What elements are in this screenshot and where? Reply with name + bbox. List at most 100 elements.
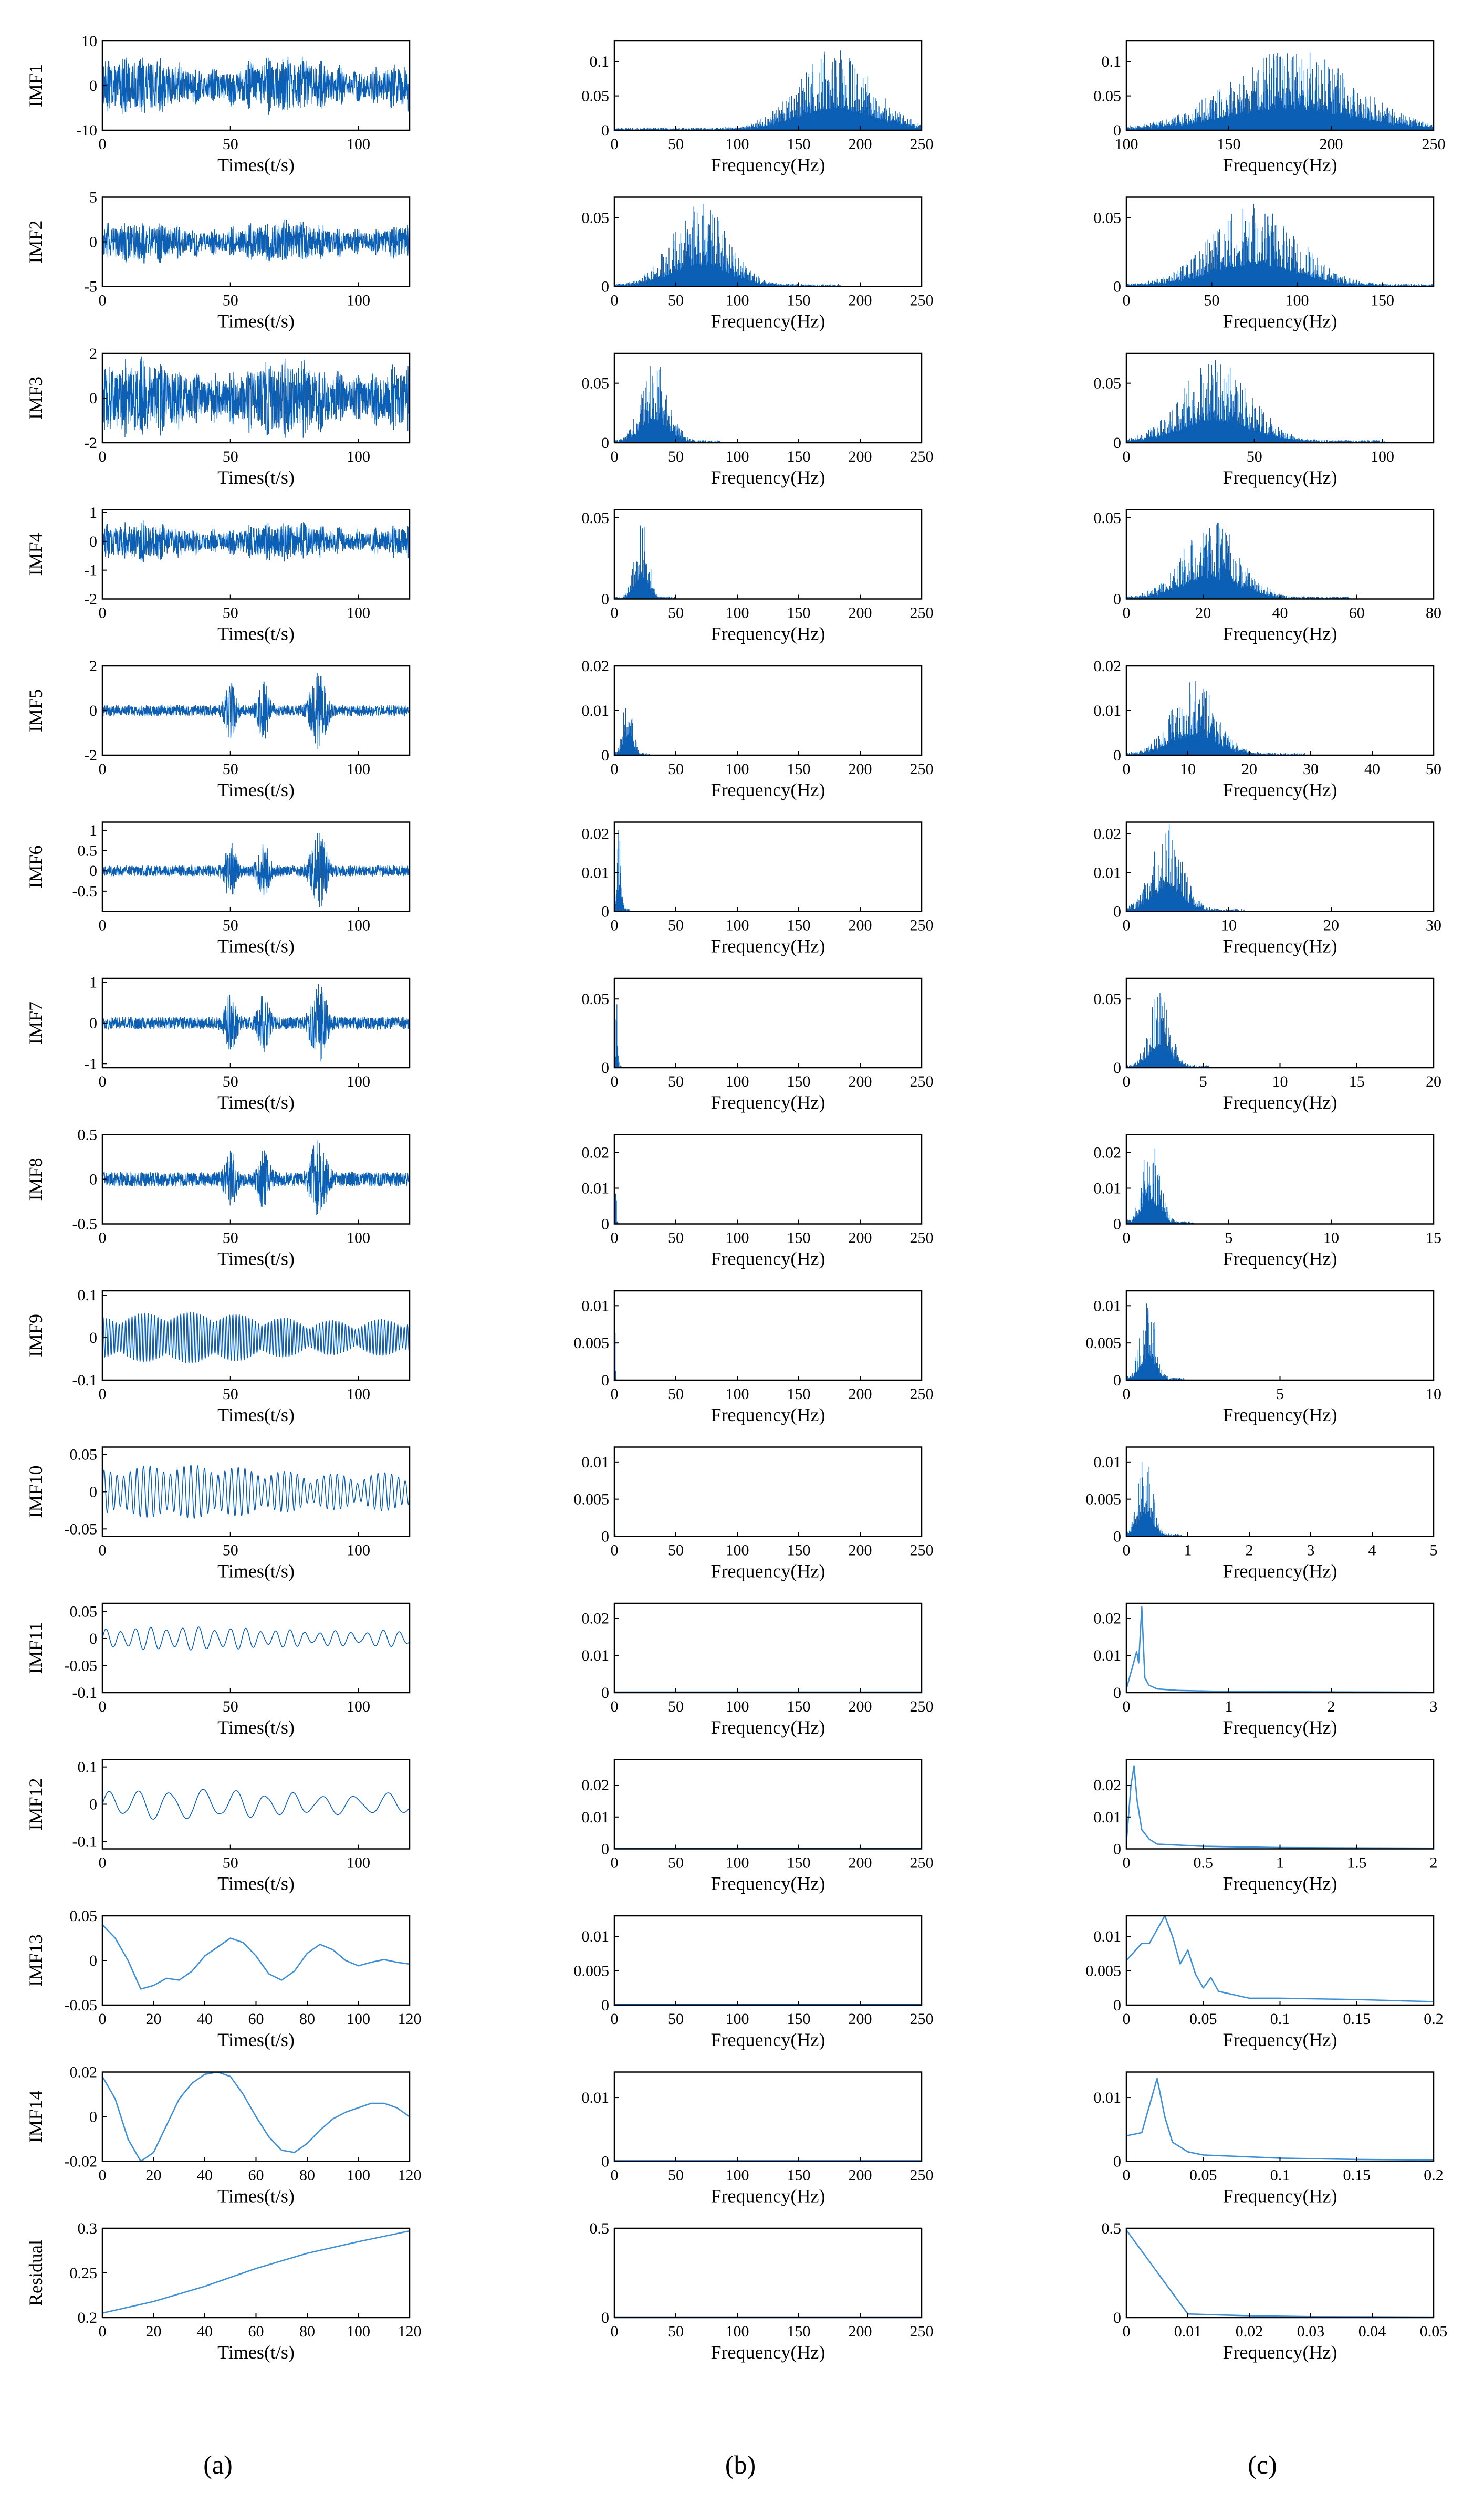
x-axis-label: Frequency(Hz)	[711, 311, 825, 332]
y-tick-label: 1	[89, 504, 97, 521]
subplot-13b: 0 50 100 150 200 250 0 0.005 0.01 Frequency(Hz)	[574, 1915, 934, 2050]
x-tick-label: 200	[849, 1385, 872, 1403]
x-axis-label: Frequency(Hz)	[711, 623, 825, 644]
y-tick-label: 0.05	[582, 509, 610, 527]
x-tick-label: 100	[347, 1698, 370, 1715]
x-tick-label: 200	[849, 1542, 872, 1559]
subplot-11b: 0 50 100 150 200 250 0 0.01 0.02 Frequency(Hz)	[582, 1602, 934, 1738]
x-tick-label: 200	[849, 917, 872, 934]
x-tick-label: 0	[1123, 917, 1131, 934]
y-tick-label: 0	[601, 434, 609, 452]
x-tick-label: 80	[299, 2323, 315, 2340]
x-tick-label: 0.02	[1236, 2323, 1263, 2340]
signal-trace	[102, 833, 410, 907]
axes-frame	[1125, 2227, 1435, 2319]
axes-frame	[1125, 40, 1435, 131]
spectrum-trace	[1126, 204, 1434, 287]
x-tick-label: 2	[1430, 1854, 1438, 1872]
y-tick-label: 0	[601, 2153, 609, 2171]
x-tick-label: 250	[1422, 135, 1446, 153]
x-tick-label: 50	[668, 1073, 684, 1090]
y-axis-label: IMF11	[25, 1622, 46, 1674]
y-tick-label: -5	[84, 278, 97, 296]
x-tick-label: 30	[1303, 760, 1319, 778]
x-tick-label: 250	[910, 1229, 934, 1247]
x-tick-label: 0	[99, 1854, 107, 1872]
x-tick-label: 100	[726, 760, 749, 778]
subplot-13c: 0 0.05 0.1 0.15 0.2 0 0.005 0.01 Frequency(Hz)	[1086, 1915, 1444, 2050]
y-tick-label: 0.01	[582, 1809, 610, 1826]
signal-trace	[102, 219, 410, 264]
x-tick-label: 0	[611, 1698, 619, 1715]
x-tick-label: 0	[611, 604, 619, 622]
x-tick-label: 1.5	[1347, 1854, 1367, 1872]
x-tick-label: 0	[1123, 1542, 1131, 1559]
y-tick-label: 0.005	[1086, 1963, 1122, 1980]
spectrum-trace	[614, 1603, 922, 1693]
axes-frame	[1125, 352, 1435, 444]
x-axis-label: Times(t/s)	[217, 1404, 295, 1425]
y-tick-label: 0.5	[590, 2220, 610, 2237]
y-tick-label: 0.01	[582, 864, 610, 882]
x-tick-label: 1	[1184, 1542, 1192, 1559]
spectrum-trace	[614, 2228, 922, 2318]
axes-frame	[613, 1602, 923, 1694]
y-tick-label: 0.01	[1094, 1454, 1122, 1471]
y-tick-label: 0	[601, 1528, 609, 1546]
subplot-9c: 0 5 10 0 0.005 0.01 Frequency(Hz)	[1086, 1290, 1441, 1425]
y-tick-label: 0.05	[1094, 375, 1122, 392]
x-tick-label: 50	[223, 1854, 238, 1872]
y-tick-label: 0	[601, 1997, 609, 2014]
x-tick-label: 50	[223, 917, 238, 934]
x-tick-label: 50	[223, 604, 238, 622]
x-tick-label: 0	[99, 1698, 107, 1715]
x-tick-label: 0	[99, 292, 107, 309]
y-tick-label: 0.05	[70, 1446, 98, 1464]
y-tick-label: -0.5	[72, 883, 98, 900]
axes-frame	[101, 2227, 411, 2319]
x-axis-label: Times(t/s)	[217, 154, 295, 175]
subplot-4b: 0 50 100 150 200 250 0 0.05 Frequency(Hz)	[582, 509, 934, 644]
x-tick-label: 0	[611, 2323, 619, 2340]
y-tick-label: 0.05	[1094, 88, 1122, 105]
x-tick-label: 50	[668, 1542, 684, 1559]
x-tick-label: 50	[668, 917, 684, 934]
x-tick-label: 250	[910, 1698, 934, 1715]
x-tick-label: 150	[787, 2010, 811, 2028]
x-tick-label: 150	[787, 1854, 811, 1872]
x-tick-label: 250	[910, 760, 934, 778]
x-tick-label: 50	[223, 1698, 238, 1715]
x-tick-label: 0	[611, 292, 619, 309]
y-tick-label: 0	[1113, 1216, 1121, 1233]
x-tick-label: 100	[347, 760, 370, 778]
x-tick-label: 100	[726, 1385, 749, 1403]
x-tick-label: 50	[668, 135, 684, 153]
x-tick-label: 200	[849, 135, 872, 153]
y-tick-label: 0.1	[1102, 53, 1122, 70]
x-tick-label: 0	[99, 1542, 107, 1559]
axes-frame	[613, 196, 923, 287]
axes-frame	[101, 1290, 411, 1381]
signal-trace	[102, 56, 410, 115]
axes-frame	[1125, 821, 1435, 912]
x-tick-label: 200	[849, 604, 872, 622]
x-tick-label: 4	[1368, 1542, 1376, 1559]
y-tick-label: 0.005	[574, 1963, 610, 1980]
signal-trace	[1126, 1916, 1434, 2002]
y-tick-label: 0.05	[1094, 990, 1122, 1008]
x-tick-label: 50	[223, 1542, 238, 1559]
x-axis-label: Times(t/s)	[217, 2342, 295, 2363]
x-tick-label: 20	[1323, 917, 1339, 934]
signal-trace	[102, 2230, 410, 2314]
axes-frame	[1125, 2071, 1435, 2162]
x-axis-label: Frequency(Hz)	[711, 154, 825, 175]
x-tick-label: 100	[1115, 135, 1138, 153]
x-tick-label: 0	[1123, 1073, 1131, 1090]
x-tick-label: 0	[611, 1854, 619, 1872]
x-tick-label: 0.05	[1420, 2323, 1448, 2340]
x-tick-label: 200	[849, 448, 872, 465]
x-axis-label: Frequency(Hz)	[1223, 1561, 1337, 1582]
spectrum-trace	[1126, 360, 1434, 443]
